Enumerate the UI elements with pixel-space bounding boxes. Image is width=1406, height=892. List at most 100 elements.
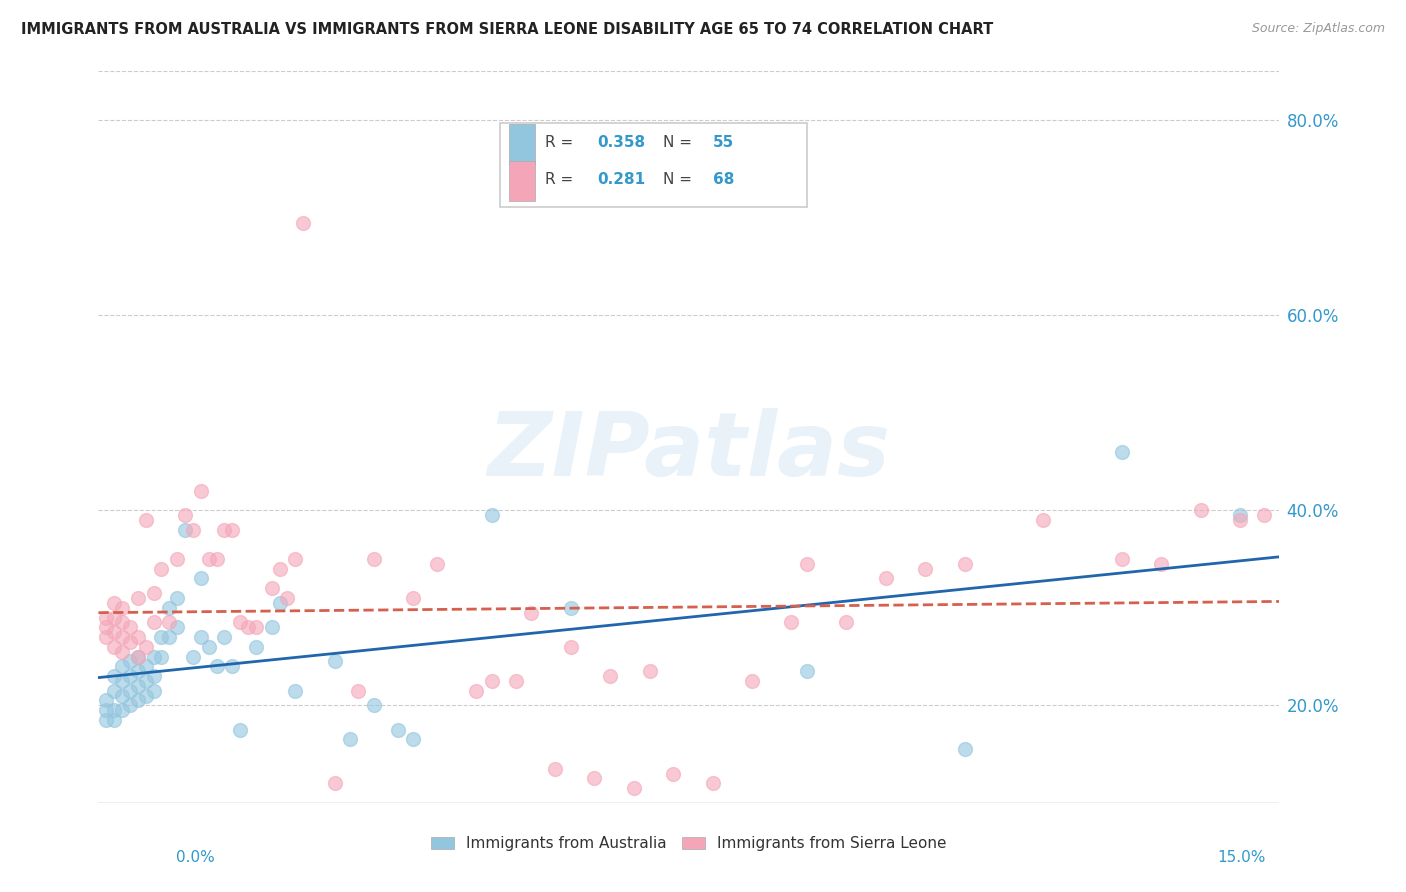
Point [118,635,141,649]
Text: IMMIGRANTS FROM AUSTRALIA VS IMMIGRANTS FROM SIERRA LEONE DISABILITY AGE 65 TO 7: IMMIGRANTS FROM AUSTRALIA VS IMMIGRANTS … [21,22,994,37]
Point [953,742,976,756]
Point [741,673,763,688]
Text: R =: R = [546,172,578,187]
Point [142,586,165,600]
Point [583,772,606,786]
Point [402,732,425,747]
Point [914,562,936,576]
Point [96,693,118,707]
Point [103,596,125,610]
Point [103,610,125,624]
Point [347,683,370,698]
Point [111,689,134,703]
Point [229,723,252,737]
Point [127,679,149,693]
Point [796,664,818,678]
Point [835,615,858,630]
Text: 15.0%: 15.0% [1218,850,1265,865]
Point [181,523,204,537]
Point [245,640,267,654]
Point [150,630,173,644]
Point [135,513,157,527]
Point [214,523,236,537]
Point [127,649,149,664]
Text: R =: R = [546,135,578,150]
Point [111,600,134,615]
Point [1229,508,1251,522]
Point [796,557,818,571]
FancyBboxPatch shape [501,122,807,207]
Point [402,591,425,605]
Point [111,615,134,630]
Point [103,625,125,640]
Legend: Immigrants from Australia, Immigrants from Sierra Leone: Immigrants from Australia, Immigrants fr… [425,830,953,857]
Point [135,659,157,673]
Text: 0.358: 0.358 [596,135,645,150]
Point [599,669,621,683]
Point [103,669,125,683]
Point [118,698,141,713]
Point [157,630,180,644]
Point [214,630,236,644]
Text: 55: 55 [713,135,734,150]
Point [426,557,449,571]
Point [1253,508,1275,522]
Point [205,659,228,673]
Point [111,703,134,717]
Point [96,703,118,717]
Text: 0.0%: 0.0% [176,850,215,865]
Point [544,762,567,776]
Point [150,649,173,664]
Text: 0.281: 0.281 [596,172,645,187]
Point [780,615,803,630]
Point [174,523,197,537]
Point [363,698,385,713]
Point [1111,552,1133,566]
Point [150,562,173,576]
Point [96,713,118,727]
Point [197,640,219,654]
Text: N =: N = [664,135,697,150]
Point [260,620,283,634]
Point [481,673,503,688]
Point [127,649,149,664]
Point [103,683,125,698]
Point [481,508,503,522]
Point [157,615,180,630]
Point [118,669,141,683]
Point [135,689,157,703]
FancyBboxPatch shape [509,124,536,164]
Point [190,572,212,586]
Point [269,562,291,576]
Text: N =: N = [664,172,697,187]
Point [103,713,125,727]
Point [236,620,259,634]
Point [292,215,315,229]
Text: 68: 68 [713,172,734,187]
Point [623,781,645,796]
Text: Source: ZipAtlas.com: Source: ZipAtlas.com [1251,22,1385,36]
Point [142,683,165,698]
Point [269,596,291,610]
Point [111,659,134,673]
Point [229,615,252,630]
Point [323,776,346,790]
Point [135,640,157,654]
Point [245,620,267,634]
Point [174,508,197,522]
Point [103,703,125,717]
Point [142,649,165,664]
Point [387,723,409,737]
Point [127,693,149,707]
Point [465,683,488,698]
Point [284,683,307,698]
Point [953,557,976,571]
Point [638,664,661,678]
Point [363,552,385,566]
Point [205,552,228,566]
Point [1229,513,1251,527]
Point [118,654,141,668]
Text: ZIPatlas: ZIPatlas [488,409,890,495]
Point [1111,444,1133,458]
Point [323,654,346,668]
